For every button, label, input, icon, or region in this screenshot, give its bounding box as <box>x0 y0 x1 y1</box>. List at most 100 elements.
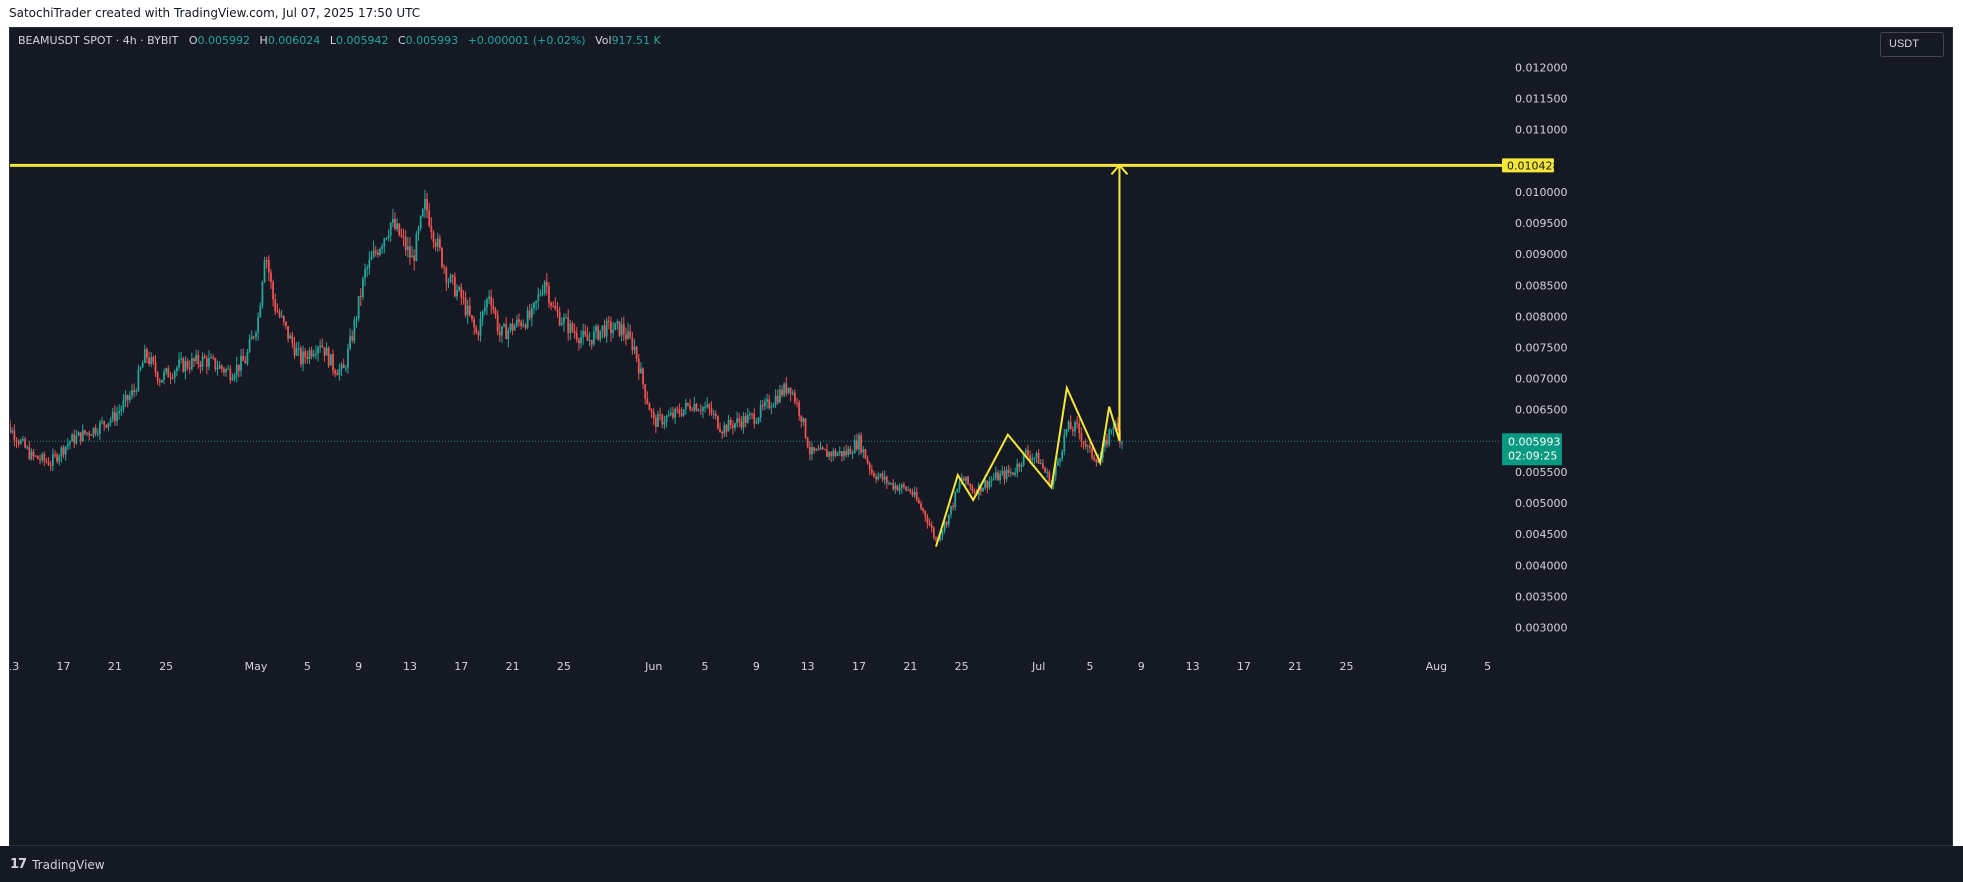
current-price-value: 0.005993 <box>1508 435 1561 448</box>
candle-body <box>255 332 257 337</box>
x-tick-label: 9 <box>753 660 760 673</box>
candle-body <box>836 453 839 456</box>
candle-body <box>139 367 142 370</box>
candle-body <box>387 235 390 238</box>
candle-body <box>77 432 80 436</box>
candle-body <box>879 473 882 477</box>
candle-body <box>205 358 208 367</box>
candle-body <box>725 425 728 432</box>
candle-body <box>719 428 721 432</box>
candle-body <box>1091 447 1093 458</box>
candle-body <box>154 362 157 373</box>
y-tick-label: 0.008000 <box>1515 310 1568 323</box>
candle-body <box>188 367 191 369</box>
candle-body <box>650 410 653 413</box>
candle-body <box>270 272 272 283</box>
candlestick-chart[interactable]: 0.003000 0.003500 0.004000 0.004500 0.005000… <box>10 28 1952 845</box>
candle-body <box>308 350 311 360</box>
x-tick-label: 21 <box>108 660 122 673</box>
candle-body <box>830 452 833 457</box>
candle-body <box>672 412 674 418</box>
candle-body <box>659 414 662 416</box>
candle-body <box>537 294 540 301</box>
candle-body <box>676 408 679 410</box>
candle-body <box>300 348 302 365</box>
candle-body <box>203 356 206 359</box>
candle-body <box>349 336 351 349</box>
candle-body <box>47 461 50 466</box>
candle-body <box>165 368 168 373</box>
candle-body <box>663 421 666 425</box>
candle-body <box>545 281 548 287</box>
y-tick-label: 0.004000 <box>1515 559 1568 572</box>
candle-body <box>150 357 153 365</box>
candle-body <box>552 305 555 307</box>
projection-arrow-head[interactable] <box>1110 163 1129 175</box>
candle-body <box>137 369 140 391</box>
candle-body <box>43 454 46 461</box>
candle-body <box>133 390 136 392</box>
x-tick-label: 25 <box>557 660 571 673</box>
y-tick-label: 0.006500 <box>1515 404 1568 417</box>
candle-body <box>646 398 649 404</box>
candle-body <box>945 521 948 525</box>
candle-body <box>1014 472 1017 475</box>
candle-body <box>766 399 768 402</box>
candle-body <box>855 440 858 450</box>
candle-body <box>415 233 418 261</box>
x-tick-label: 25 <box>1340 660 1354 673</box>
candle-body <box>896 485 899 491</box>
candle-body <box>873 472 875 477</box>
candle-body <box>1042 463 1044 468</box>
candle-body <box>152 357 155 363</box>
candle-body <box>1061 451 1064 459</box>
y-tick-label: 0.010000 <box>1515 186 1568 199</box>
candle-body <box>430 225 433 233</box>
candle-body <box>473 319 476 328</box>
candle-body <box>834 450 837 456</box>
currency-selector-button[interactable]: USDT <box>1880 32 1944 57</box>
candle-body <box>84 430 86 434</box>
candle-body <box>434 242 437 247</box>
candle-body <box>17 441 20 444</box>
candle-body <box>374 250 377 253</box>
candle-body <box>787 387 790 394</box>
candle-body <box>244 360 247 364</box>
candle-body <box>351 336 354 341</box>
candle-body <box>783 383 786 396</box>
current-price-label-bg <box>1502 433 1562 466</box>
zigzag-pattern-drawing[interactable] <box>935 384 1121 547</box>
candle-body <box>832 450 835 457</box>
candle-body <box>214 357 217 370</box>
candle-body <box>721 431 724 434</box>
x-tick-label: 9 <box>355 660 362 673</box>
candle-body <box>28 447 31 459</box>
candle-body <box>285 321 287 326</box>
candle-body <box>45 460 48 462</box>
candle-body <box>225 369 227 373</box>
candle-body <box>75 435 78 444</box>
candle-body <box>483 307 486 312</box>
symbol-legend: BEAMUSDT SPOT · 4h · BYBIT O0.005992 H0.… <box>18 34 667 47</box>
candle-body <box>971 486 974 492</box>
attribution-text: SatochiTrader created with TradingView.c… <box>9 6 421 20</box>
candle-body <box>486 299 488 308</box>
y-tick-label: 0.007500 <box>1515 342 1568 355</box>
candle-body <box>338 369 341 376</box>
candle-body <box>391 219 394 223</box>
chart-pane[interactable]: 0.003000 0.003500 0.004000 0.004500 0.005000… <box>9 27 1953 846</box>
x-tick-label: 9 <box>1138 660 1145 673</box>
candle-body <box>449 275 452 282</box>
tradingview-logo[interactable]: 17 TradingView <box>10 857 105 872</box>
candle-body <box>1009 472 1012 474</box>
candle-body <box>364 268 366 279</box>
candle-body <box>1069 421 1072 430</box>
candle-body <box>19 440 22 444</box>
candle-body <box>10 424 11 433</box>
candle-body <box>1110 429 1113 431</box>
y-tick-label: 0.009500 <box>1515 217 1568 230</box>
candle-body <box>402 236 405 238</box>
candle-body <box>475 327 478 333</box>
y-tick-label: 0.011500 <box>1515 93 1568 106</box>
volume-value: 917.51 K <box>611 34 661 47</box>
